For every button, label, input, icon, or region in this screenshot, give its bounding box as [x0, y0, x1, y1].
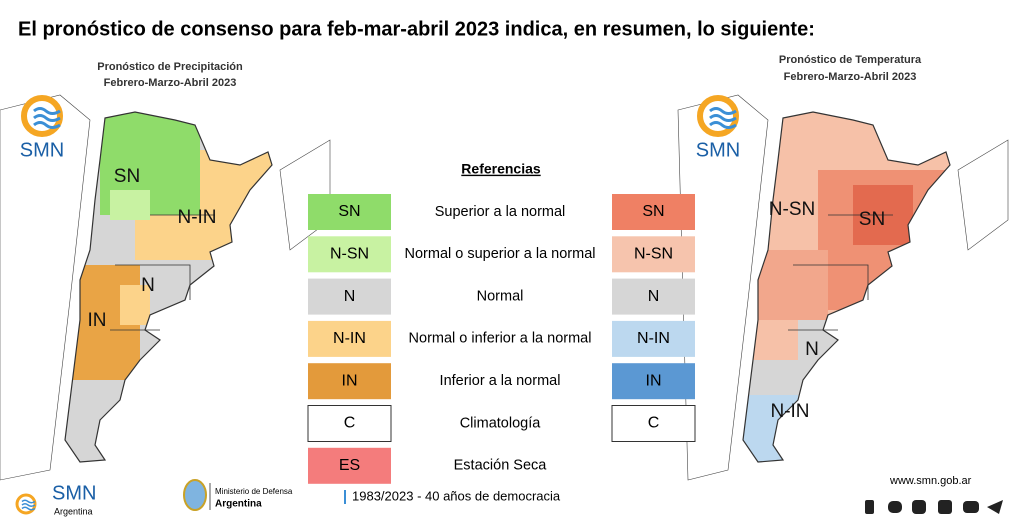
region-label: N-IN: [770, 401, 809, 422]
legend-code: N-IN: [637, 330, 670, 347]
legend: Referencias SN SN Superior a la normal N-SN…: [307, 161, 696, 484]
legend-code: ES: [339, 457, 360, 474]
legend-code: SN: [642, 203, 664, 220]
region-label: N-IN: [177, 207, 216, 228]
legend-swatch: [612, 236, 695, 273]
legend-code: N: [648, 288, 660, 305]
legend-code: N-SN: [330, 246, 369, 263]
region-label: SN: [114, 166, 140, 187]
region-label: IN: [88, 310, 107, 331]
footer: SMN Argentina Ministerio de Defensa Arge…: [15, 475, 1003, 516]
legend-swatch: [308, 363, 391, 400]
legend-code: SN: [338, 203, 360, 220]
map-logo: SMN: [20, 139, 64, 161]
map-subtitle: Febrero-Marzo-Abril 2023: [104, 77, 237, 89]
legend-swatch: [612, 320, 695, 357]
legend-code: IN: [646, 372, 662, 389]
legend-code: C: [344, 415, 356, 432]
legend-description: Superior a la normal: [435, 204, 566, 220]
legend-swatch: [307, 405, 392, 442]
legend-description: Normal o superior a la normal: [405, 246, 596, 262]
map-logo: SMN: [696, 139, 740, 161]
legend-swatch: [612, 278, 695, 315]
region-label: N-SN: [769, 199, 815, 220]
legend-swatch: [612, 363, 695, 400]
legend-swatch: [308, 320, 391, 357]
motto: 1983/2023 - 40 años de democracia: [352, 488, 561, 503]
legend-description: Climatología: [460, 415, 542, 431]
map-title: Pronóstico de Temperatura: [779, 54, 922, 66]
legend-description: Estación Seca: [454, 458, 548, 474]
legend-description: Normal: [477, 288, 524, 304]
legend-code: N-IN: [333, 330, 366, 347]
footer-logo-sub: Argentina: [54, 506, 93, 516]
social-icons[interactable]: [865, 500, 1003, 514]
map-subtitle: Febrero-Marzo-Abril 2023: [784, 71, 917, 83]
legend-description: Normal o inferior a la normal: [409, 331, 592, 347]
ministry-line: Argentina: [215, 499, 262, 510]
legend-swatch: [308, 194, 391, 230]
legend-swatch: [308, 236, 391, 273]
legend-code: IN: [342, 372, 358, 389]
legend-swatch: [612, 194, 695, 230]
temperature-map: Pronóstico de Temperatura Febrero-Marzo-…: [677, 54, 1009, 481]
footer-logo: SMN: [52, 482, 96, 504]
legend-swatch: [308, 447, 391, 484]
legend-swatch: [308, 278, 391, 315]
legend-swatch: [611, 405, 696, 442]
ministry-line: Ministerio de Defensa: [215, 487, 293, 496]
legend-code: N: [344, 288, 356, 305]
legend-description: Inferior a la normal: [440, 373, 561, 389]
precipitation-map: Pronóstico de Precipitación Febrero-Marz…: [0, 61, 331, 481]
website: www.smn.gob.ar: [889, 475, 972, 487]
legend-code: N-SN: [634, 246, 673, 263]
map-title: Pronóstico de Precipitación: [97, 61, 243, 73]
legend-code: C: [648, 415, 660, 432]
page-title: El pronóstico de consenso para feb-mar-a…: [18, 18, 815, 40]
legend-title: Referencias: [461, 161, 541, 177]
region-label: N: [141, 275, 155, 296]
region-label: SN: [859, 209, 885, 230]
region-label: N: [805, 339, 819, 360]
